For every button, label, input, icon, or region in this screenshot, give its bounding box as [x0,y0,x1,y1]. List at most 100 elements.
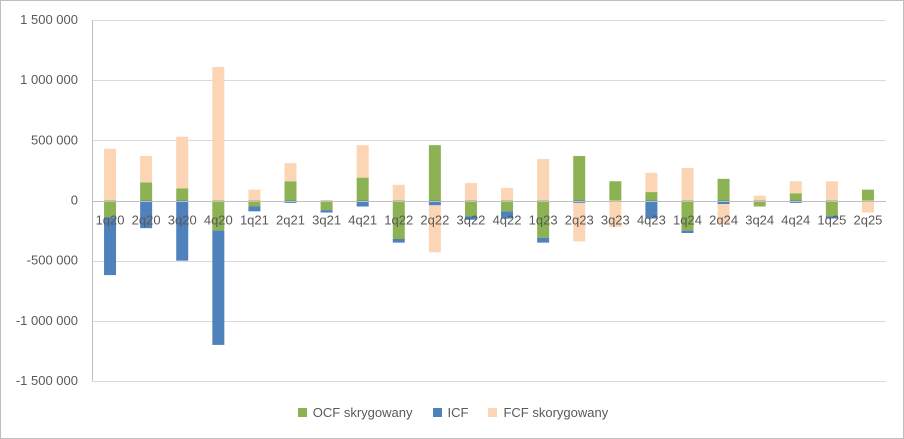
bar-fcf [176,136,189,189]
x-tick-label: 1q22 [384,213,413,228]
bar-ocf [645,192,658,201]
bar-ocf [176,188,189,201]
y-tick-label: 500 000 [31,132,78,147]
bar-ocf [717,178,730,201]
bar-fcf [464,183,477,201]
bar-ocf [140,182,153,201]
bar-fcf [789,181,802,194]
bar-fcf [356,145,369,178]
x-tick-label: 2q22 [420,213,449,228]
x-tick-label: 1q20 [96,213,125,228]
bar-icf [140,200,153,229]
bar-ocf [789,193,802,201]
legend-swatch-ocf [297,408,307,417]
legend-label-fcf: FCF skorygowany [503,405,609,420]
bar-icf [104,217,117,276]
y-tick-label: 1 500 000 [20,12,78,27]
y-tick-label: 0 [71,193,78,208]
bar-ocf [681,200,694,231]
x-tick-label: 3q22 [456,213,485,228]
x-tick-label: 2q21 [276,213,305,228]
bar-fcf [681,168,694,201]
bar-icf [212,230,225,345]
bar-fcf [753,195,766,201]
bar-ocf [104,200,117,218]
y-tick-label: -1 000 000 [16,313,78,328]
bar-ocf [212,200,225,231]
legend-swatch-fcf [488,408,498,417]
bar-ocf [537,200,550,238]
legend-item-icf: ICF [432,405,469,420]
y-tick-label: -500 000 [27,253,78,268]
legend-swatch-icf [432,408,442,417]
bar-icf [645,200,658,219]
bar-fcf [645,172,658,193]
bar-icf [320,210,333,213]
bar-ocf [753,200,766,207]
legend-label-ocf: OCF skrygowany [312,405,413,420]
bar-icf [717,200,730,205]
bar-fcf [392,184,405,201]
bar-ocf [248,200,261,207]
x-tick-label: 1q25 [817,213,846,228]
bar-ocf [861,189,874,201]
bar-ocf [320,200,333,211]
bar-icf [464,216,477,220]
x-tick-label: 2q20 [132,213,161,228]
bar-ocf [501,200,514,212]
legend-item-ocf: OCF skrygowany [297,405,413,420]
y-tick-label: 1 000 000 [20,72,78,87]
bar-icf [825,216,838,219]
x-tick-label: 3q23 [601,213,630,228]
bar-fcf [717,204,730,224]
x-tick-label: 4q24 [781,213,810,228]
x-tick-label: 3q24 [745,213,774,228]
x-tick-label: 4q21 [348,213,377,228]
bar-fcf [501,187,514,201]
bar-icf [248,206,261,212]
x-tick-label: 1q23 [529,213,558,228]
bar-icf [176,200,189,261]
x-tick-label: 2q25 [853,213,882,228]
bar-ocf [825,200,838,217]
bar-fcf [428,205,441,253]
y-tick-label: -1 500 000 [16,373,78,388]
x-tick-label: 1q21 [240,213,269,228]
bar-ocf [284,181,297,201]
bar-icf [537,237,550,243]
bar-fcf [573,202,586,242]
x-tick-label: 2q24 [709,213,738,228]
x-tick-label: 3q21 [312,213,341,228]
bar-fcf [825,181,838,201]
bar-fcf [284,163,297,182]
x-tick-label: 1q24 [673,213,702,228]
bar-fcf [537,158,550,201]
bar-icf [356,200,369,207]
bar-ocf [428,145,441,201]
bar-fcf [609,200,622,227]
bar-icf [392,239,405,243]
bar-ocf [464,200,477,217]
bar-fcf [104,148,117,201]
bar-ocf [356,177,369,201]
x-tick-label: 4q20 [204,213,233,228]
legend: OCF skrygowany ICF FCF skorygowany [1,405,904,420]
bar-fcf [248,189,261,201]
bar-ocf [573,155,586,201]
bar-ocf [392,200,405,240]
legend-item-fcf: FCF skorygowany [488,405,608,420]
legend-label-icf: ICF [447,405,469,420]
bar-ocf [609,181,622,201]
bar-fcf [140,155,153,183]
x-tick-label: 2q23 [565,213,594,228]
bar-icf [681,230,694,233]
bar-icf [428,200,441,206]
bar-fcf [861,200,874,213]
x-tick-label: 4q23 [637,213,666,228]
bar-fcf [212,66,225,201]
x-tick-label: 3q20 [168,213,197,228]
x-tick-label: 4q22 [493,213,522,228]
bar-icf [501,211,514,219]
